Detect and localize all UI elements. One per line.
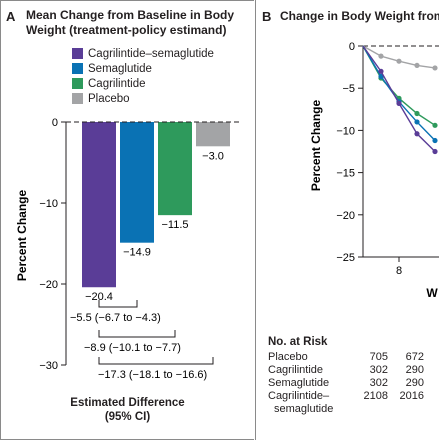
- y-tick-label: −10: [39, 198, 58, 210]
- risk-row-0: Placebo 705 672: [268, 351, 439, 364]
- legend-item-1: Semaglutide: [72, 61, 214, 76]
- line-chart: 0 −5 −10 −15 −20 −25 8 W Percent Change: [309, 41, 439, 300]
- y-tick-label: −20: [39, 279, 58, 291]
- y-tick-label: −20: [336, 210, 355, 222]
- panel-a-letter: A: [6, 9, 16, 24]
- panel-a: A Mean Change from Baseline in Body Weig…: [0, 0, 255, 440]
- risk-value: 705: [369, 351, 388, 363]
- estimated-difference-line2: (95% CI): [104, 411, 151, 423]
- risk-row-label: Semaglutide: [268, 377, 330, 389]
- risk-table: No. at Risk Placebo 705 672 Cagrilintide…: [268, 336, 439, 416]
- bar-value-label-2: −11.5: [161, 219, 188, 231]
- series-point-3: [414, 131, 420, 137]
- legend-label-1: Semaglutide: [88, 62, 152, 75]
- difference-bracket-1: [98, 330, 176, 338]
- panel-a-title-line1: Mean Change from Baseline in Body: [26, 8, 235, 22]
- y-tick-label: −30: [39, 360, 58, 372]
- legend-label-3: Placebo: [88, 92, 130, 105]
- panel-b-letter: B: [262, 9, 272, 24]
- risk-value: 2016: [399, 390, 424, 402]
- series-point-1: [432, 122, 438, 128]
- legend-label-2: Cagrilintide: [88, 77, 146, 90]
- risk-value: 290: [405, 377, 424, 389]
- y-tick-label: −5: [342, 83, 355, 95]
- x-axis-label: W: [426, 286, 438, 300]
- risk-value: 2108: [363, 390, 388, 402]
- risk-value: 1: [424, 390, 439, 403]
- bar-0: [82, 122, 116, 288]
- series-point-0: [432, 65, 438, 71]
- panel-b-title: Change in Body Weight from: [280, 9, 439, 23]
- series-point-2: [432, 137, 438, 144]
- risk-value: 302: [369, 364, 388, 376]
- bar-value-label-1: −14.9: [123, 247, 151, 259]
- panel-b: B Change in Body Weight from 0 −5 −10 −15 −2…: [255, 0, 439, 440]
- bar-chart: 0 −10 −20 −30 Percent Change −20.4 −14.9 −11.5 −…: [15, 117, 242, 381]
- risk-row-3: Cagrilintide– 2108 2016 1: [268, 390, 439, 403]
- difference-label-2: −17.3 (−18.1 to −16.6): [98, 369, 207, 381]
- y-tick-label: −10: [336, 125, 355, 137]
- panel-a-title-line2: Weight (treatment-policy estimand): [26, 23, 227, 37]
- difference-bracket-2: [98, 357, 214, 365]
- series-point-3: [378, 68, 384, 74]
- legend-swatch-0: [72, 48, 83, 59]
- difference-label-1: −8.9 (−10.1 to −7.7): [84, 342, 181, 354]
- y-tick-label: −15: [336, 168, 355, 180]
- risk-row-2: Semaglutide 302 290: [268, 377, 439, 390]
- difference-bracket-0: [98, 300, 138, 308]
- estimated-difference-label: Estimated Difference (95% CI): [0, 396, 255, 424]
- legend-item-3: Placebo: [72, 91, 214, 106]
- series-point-1: [414, 110, 420, 117]
- bar-value-label-0: −20.4: [85, 291, 113, 303]
- risk-row-label: Cagrilintide–: [268, 390, 330, 402]
- legend-label-0: Cagrilintide–semaglutide: [88, 47, 214, 60]
- legend-swatch-3: [72, 93, 83, 104]
- risk-table-title: No. at Risk: [268, 336, 328, 348]
- series-point-3: [432, 148, 438, 155]
- bar-2: [158, 122, 192, 216]
- legend: Cagrilintide–semaglutide Semaglutide Cag…: [72, 46, 214, 106]
- series-point-2: [378, 73, 384, 79]
- y-axis-label: Percent Change: [15, 189, 29, 281]
- risk-row-label-cont: semaglutide: [274, 403, 334, 415]
- series-point-0: [396, 58, 402, 64]
- y-tick-label: 0: [349, 41, 355, 53]
- y-axis-label: Percent Change: [309, 99, 323, 191]
- difference-label-0: −5.5 (−6.7 to −4.3): [70, 312, 161, 324]
- series-point-0: [378, 53, 384, 59]
- y-tick-label: 0: [52, 117, 58, 129]
- risk-row-1: Cagrilintide 302 290: [268, 364, 439, 377]
- risk-row-label: Cagrilintide: [268, 364, 324, 376]
- legend-swatch-1: [72, 63, 83, 74]
- risk-value: 302: [369, 377, 388, 389]
- series-line-1: [362, 45, 436, 126]
- estimated-difference-line1: Estimated Difference: [70, 397, 185, 409]
- legend-item-0: Cagrilintide–semaglutide: [72, 46, 214, 61]
- risk-value: 672: [405, 351, 424, 363]
- bar-3: [196, 122, 230, 147]
- bar-1: [120, 122, 154, 243]
- series-point-0: [414, 62, 420, 69]
- bar-value-label-3: −3.0: [202, 150, 224, 162]
- legend-item-2: Cagrilintide: [72, 76, 214, 91]
- x-tick-label: 8: [396, 265, 402, 277]
- series-point-2: [414, 119, 420, 125]
- series-point-3: [396, 100, 402, 106]
- y-tick-label: −25: [336, 252, 355, 264]
- risk-row-label: Placebo: [268, 351, 308, 363]
- risk-value: 290: [405, 364, 424, 376]
- risk-row-3-cont: semaglutide: [268, 403, 439, 416]
- legend-swatch-2: [72, 78, 83, 89]
